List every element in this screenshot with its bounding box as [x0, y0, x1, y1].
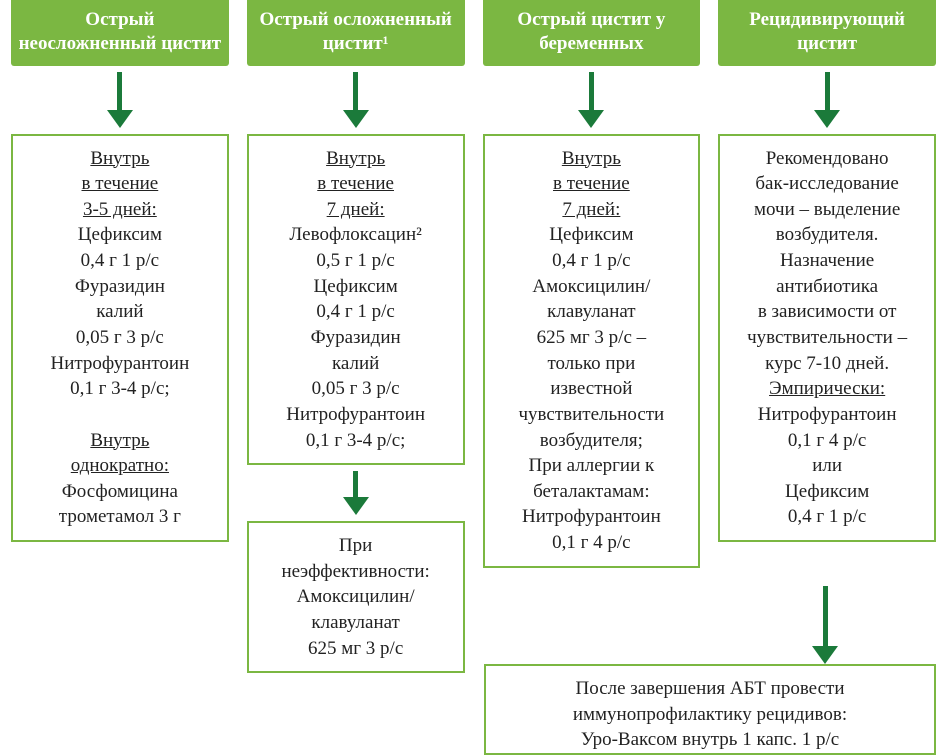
text-line: чувствительности — [491, 402, 693, 428]
text-line: Внутрь — [491, 146, 693, 172]
text-line: Цефиксим — [255, 274, 457, 300]
text-line: трометамол 3 г — [19, 504, 221, 530]
text-line: Рекомендовано — [726, 146, 928, 172]
text-line: курс 7-10 дней. — [726, 351, 928, 377]
arrow-down-icon — [343, 72, 369, 128]
text-line: Амоксицилин/ — [491, 274, 693, 300]
text-line: Фуразидин — [19, 274, 221, 300]
text-line: 0,1 г 4 р/с — [491, 530, 693, 556]
text-line: только при — [491, 351, 693, 377]
text-line: беталактамам: — [491, 479, 693, 505]
text-line: 0,05 г 3 р/с — [255, 376, 457, 402]
text-line: 625 мг 3 р/с — [255, 636, 457, 662]
text-line: Назначение — [726, 248, 928, 274]
text-line: Амоксицилин/ — [255, 584, 457, 610]
column-1: Острый осложненный цистит¹ Внутрьв течени… — [247, 0, 465, 673]
text-line: однократно: — [19, 453, 221, 479]
text-line: Уро-Ваксом внутрь 1 капс. 1 р/с — [498, 727, 922, 753]
text-line: 625 мг 3 р/с – — [491, 325, 693, 351]
treatment-box: Внутрьв течение7 дней:Левофлоксацин²0,5 … — [247, 134, 465, 466]
column-header: Острый осложненный цистит¹ — [247, 0, 465, 66]
text-line: иммунопрофилактику рецидивов: — [498, 702, 922, 728]
text-line: в течение — [491, 171, 693, 197]
text-line: бак-исследование — [726, 171, 928, 197]
column-header: Рецидивирующий цистит — [718, 0, 936, 66]
arrow-down-icon — [578, 72, 604, 128]
text-line: мочи – выделение — [726, 197, 928, 223]
text-line: или — [726, 453, 928, 479]
text-line: 3-5 дней: — [19, 197, 221, 223]
text-line: 0,1 г 4 р/с — [726, 428, 928, 454]
text-line: Нитрофурантоин — [726, 402, 928, 428]
text-line: клавуланат — [255, 610, 457, 636]
arrow-down-icon — [107, 72, 133, 128]
text-line: 0,4 г 1 р/с — [726, 504, 928, 530]
treatment-box: Рекомендованобак-исследованиемочи – выде… — [718, 134, 936, 543]
text-line: клавуланат — [491, 299, 693, 325]
text-line: 0,4 г 1 р/с — [255, 299, 457, 325]
column-header: Острый цистит у беременных — [483, 0, 701, 66]
text-line: Фуразидин — [255, 325, 457, 351]
arrow-down-icon — [814, 72, 840, 128]
text-line: Внутрь — [19, 428, 221, 454]
text-line: чувствительности – — [726, 325, 928, 351]
text-line: калий — [19, 299, 221, 325]
text-line: При аллергии к — [491, 453, 693, 479]
text-line: После завершения АБТ провести — [498, 676, 922, 702]
text-line: 0,4 г 1 р/с — [19, 248, 221, 274]
text-line: Нитрофурантоин — [19, 351, 221, 377]
text-line: Внутрь — [19, 146, 221, 172]
text-line: Цефиксим — [491, 222, 693, 248]
column-3: Рецидивирующий цистит Рекомендованобак-ис… — [718, 0, 936, 542]
text-line — [19, 402, 221, 428]
text-line: известной — [491, 376, 693, 402]
treatment-box: Принеэффективности:Амоксицилин/клавулана… — [247, 521, 465, 673]
text-line: 7 дней: — [491, 197, 693, 223]
text-line: неэффективности: — [255, 559, 457, 585]
treatment-box: Внутрьв течение3-5 дней:Цефиксим0,4 г 1 … — [11, 134, 229, 543]
text-line: Левофлоксацин² — [255, 222, 457, 248]
text-line: 0,5 г 1 р/с — [255, 248, 457, 274]
text-line: 0,05 г 3 р/с — [19, 325, 221, 351]
text-line: калий — [255, 351, 457, 377]
column-0: Острый неосложненный циститВнутрьв течен… — [11, 0, 229, 542]
followup-box: После завершения АБТ провестииммунопрофи… — [484, 664, 936, 755]
text-line: в течение — [255, 171, 457, 197]
text-line: в зависимости от — [726, 299, 928, 325]
treatment-box: Внутрьв течение7 дней:Цефиксим0,4 г 1 р/… — [483, 134, 701, 568]
text-line: антибиотика — [726, 274, 928, 300]
text-line: Цефиксим — [19, 222, 221, 248]
text-line: в течение — [19, 171, 221, 197]
text-line: При — [255, 533, 457, 559]
flowchart-columns: Острый неосложненный циститВнутрьв течен… — [0, 0, 947, 673]
text-line: возбудителя. — [726, 222, 928, 248]
text-line: 0,1 г 3-4 р/с; — [19, 376, 221, 402]
text-line: Эмпирически: — [726, 376, 928, 402]
arrow-down-icon — [812, 586, 838, 664]
text-line: Внутрь — [255, 146, 457, 172]
column-2: Острый цистит у беременных Внутрьв течени… — [483, 0, 701, 568]
text-line: 0,4 г 1 р/с — [491, 248, 693, 274]
text-line: Нитрофурантоин — [255, 402, 457, 428]
text-line: Цефиксим — [726, 479, 928, 505]
column-header: Острый неосложненный цистит — [11, 0, 229, 66]
text-line: возбудителя; — [491, 428, 693, 454]
text-line: Фосфомицина — [19, 479, 221, 505]
text-line: 0,1 г 3-4 р/с; — [255, 428, 457, 454]
arrow-down-icon — [343, 471, 369, 515]
text-line: Нитрофурантоин — [491, 504, 693, 530]
text-line: 7 дней: — [255, 197, 457, 223]
